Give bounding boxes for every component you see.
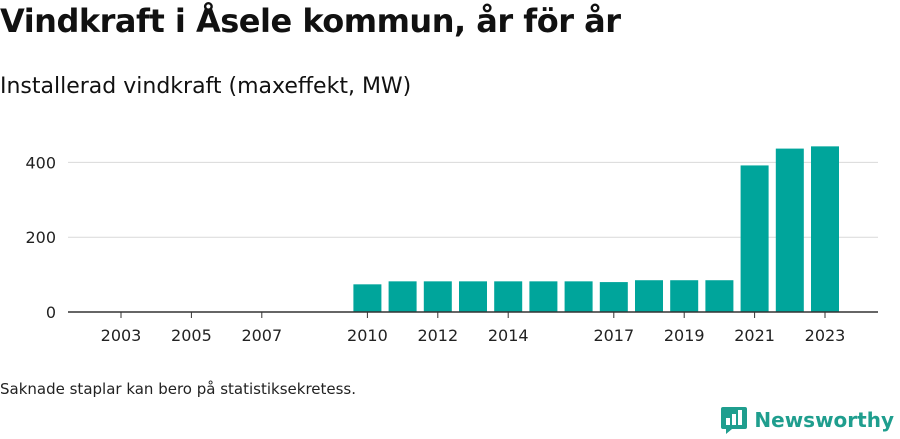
brand: Newsworthy (720, 405, 894, 435)
x-tick-label: 2021 (734, 326, 775, 345)
x-tick-label: 2023 (805, 326, 846, 345)
bar-2023 (811, 146, 839, 312)
y-tick-label: 400 (25, 153, 56, 172)
brand-name: Newsworthy (754, 408, 894, 432)
x-tick-label: 2005 (171, 326, 212, 345)
footnote: Saknade staplar kan bero på statistiksek… (0, 380, 357, 398)
y-tick-label: 200 (25, 228, 56, 247)
bar-2010 (353, 284, 382, 312)
bar-2021 (740, 165, 769, 312)
y-axis-labels: 0 200 400 (25, 153, 56, 322)
bar-2020 (705, 280, 734, 312)
chart-title: Vindkraft i Åsele kommun, år för år (0, 2, 621, 40)
bar-2012 (423, 281, 452, 312)
x-tick-label: 2014 (488, 326, 529, 345)
bar-2019 (670, 280, 699, 312)
bar-2013 (459, 281, 487, 312)
bar-chart-speech-bubble-icon (721, 407, 748, 434)
y-tick-label: 0 (46, 303, 56, 322)
x-tick-label: 2010 (347, 326, 388, 345)
x-tick-label: 2007 (241, 326, 282, 345)
x-tick-label: 2017 (593, 326, 634, 345)
bar-2018 (635, 280, 663, 312)
bar-2016 (564, 281, 593, 312)
bar-2017 (599, 282, 628, 312)
bar-2015 (529, 281, 558, 312)
x-tick-label: 2003 (101, 326, 142, 345)
bar-2022 (775, 148, 804, 312)
bars (353, 146, 839, 312)
x-tick-label: 2019 (664, 326, 705, 345)
chart-subtitle: Installerad vindkraft (maxeffekt, MW) (0, 74, 412, 99)
x-tick-label: 2012 (417, 326, 458, 345)
bar-chart: 0 200 400 2003 2005 2007 2010 2012 2014 2017 2019… (25, 146, 878, 345)
x-axis-labels: 2003 2005 2007 2010 2012 2014 2017 2019 2021 2023 (101, 312, 846, 345)
bar-2011 (388, 281, 417, 312)
bar-2014 (494, 281, 523, 312)
